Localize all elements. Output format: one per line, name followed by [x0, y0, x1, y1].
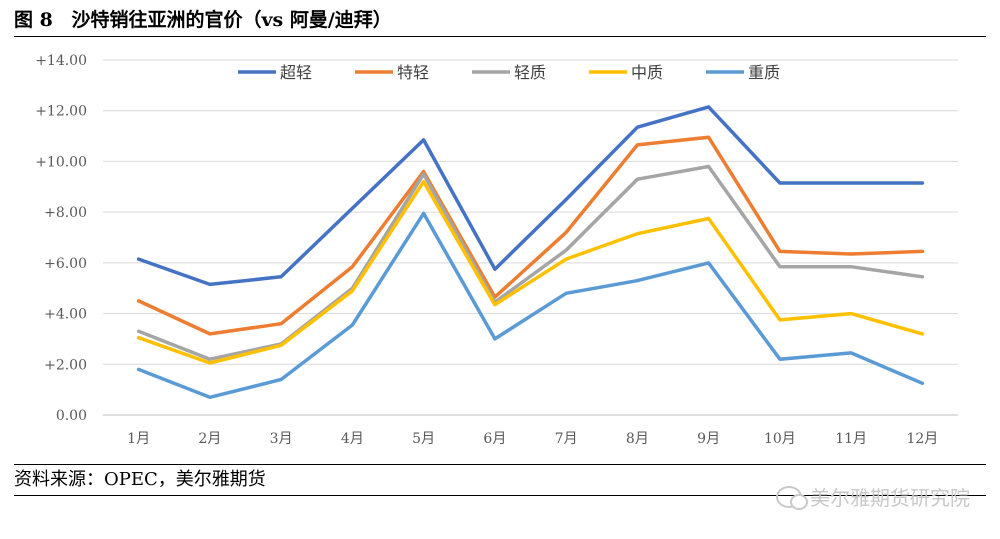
x-tick-label: 12月	[906, 431, 938, 447]
x-tick-label: 7月	[555, 431, 578, 447]
line-chart: 0.00 +2.00 +4.00 +6.00 +8.00 +10.00 +12.00 +14.…	[35, 53, 958, 447]
figure-number: 图 8	[14, 9, 53, 31]
chart-container: 0.00 +2.00 +4.00 +6.00 +8.00 +10.00 +12.00 +14.…	[0, 40, 1000, 460]
x-tick-label: 9月	[697, 431, 720, 447]
wechat-icon	[776, 485, 808, 510]
x-tick-label: 4月	[341, 431, 364, 447]
legend-label: 轻质	[514, 63, 546, 82]
legend-label: 特轻	[397, 63, 429, 82]
x-tick-label: 5月	[412, 431, 435, 447]
figure-header: 图 8 沙特销往亚洲的官价（vs 阿曼/迪拜）	[14, 6, 986, 37]
x-tick-label: 11月	[835, 431, 867, 447]
series-line-4	[136, 179, 925, 365]
y-tick-label: +12.00	[35, 104, 87, 120]
y-tick-label: +4.00	[44, 307, 87, 323]
series-lines	[136, 105, 925, 400]
source-note: 资料来源：OPEC，美尔雅期货	[14, 469, 266, 490]
figure-footer: 资料来源：OPEC，美尔雅期货	[14, 464, 986, 496]
series-line-1	[136, 105, 925, 287]
x-tick-label: 10月	[764, 431, 796, 447]
grid-lines	[103, 59, 958, 365]
x-tick-label: 1月	[127, 431, 150, 447]
y-tick-label: +8.00	[44, 205, 87, 221]
axes: 0.00 +2.00 +4.00 +6.00 +8.00 +10.00 +12.00 +14.…	[35, 53, 958, 447]
legend-label: 超轻	[280, 63, 312, 82]
figure-title: 沙特销往亚洲的官价（vs 阿曼/迪拜）	[71, 9, 392, 31]
legend-label: 中质	[631, 63, 663, 82]
y-tick-label: +14.00	[35, 53, 87, 69]
watermark: 美尔雅期货研究院	[776, 482, 970, 511]
series-line-2	[136, 135, 925, 336]
y-tick-label: +10.00	[35, 154, 87, 170]
x-tick-label: 8月	[626, 431, 649, 447]
x-tick-label: 2月	[198, 431, 221, 447]
y-tick-label: 0.00	[56, 408, 87, 424]
y-tick-label: +2.00	[44, 357, 87, 373]
legend-label: 重质	[748, 63, 780, 82]
legend: 超轻 特轻 轻质 中质 重质	[238, 63, 780, 82]
series-line-5	[136, 211, 925, 400]
x-tick-label: 6月	[483, 431, 506, 447]
watermark-text: 美尔雅期货研究院	[810, 486, 970, 510]
x-tick-label: 3月	[270, 431, 293, 447]
y-tick-label: +6.00	[44, 256, 87, 272]
